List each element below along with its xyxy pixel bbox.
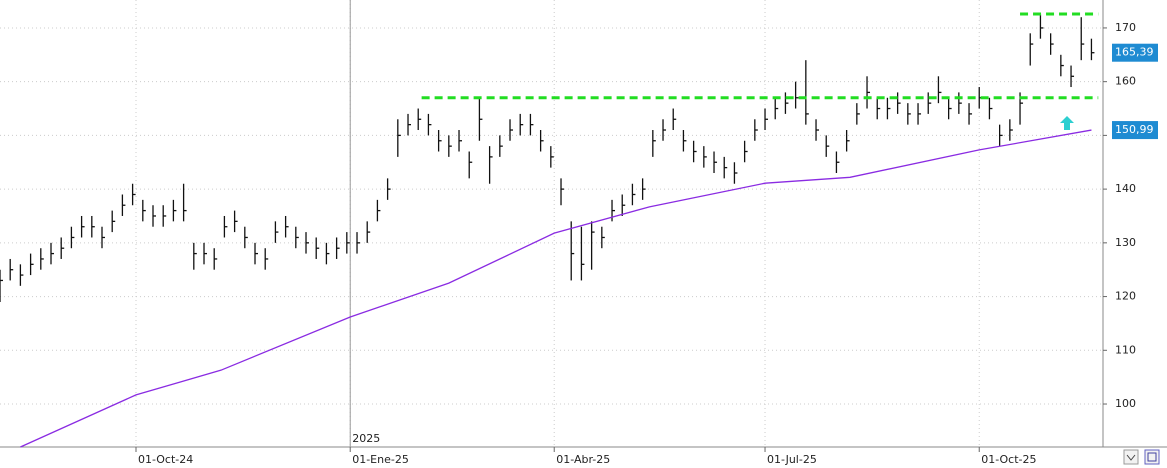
- x-tick-label: 01-Ene-25: [352, 453, 409, 466]
- y-tick-label: 160: [1115, 75, 1136, 88]
- save-button[interactable]: [1144, 449, 1160, 465]
- x-tick-label: 01-Jul-25: [767, 453, 817, 466]
- value-badge: [1112, 121, 1158, 140]
- scroll-icon: [1126, 454, 1136, 461]
- y-tick-label: 120: [1115, 290, 1136, 303]
- save-icon: [1147, 452, 1157, 462]
- value-badge-label: 165,39: [1115, 46, 1154, 59]
- y-tick-label: 170: [1115, 21, 1136, 34]
- value-badge-label: 150,99: [1115, 123, 1154, 136]
- y-tick-label: 140: [1115, 182, 1136, 195]
- x-tick-label: 01-Abr-25: [556, 453, 610, 466]
- scroll-button[interactable]: [1123, 449, 1139, 465]
- y-tick-label: 110: [1115, 343, 1136, 356]
- x-tick-label: 01-Oct-25: [981, 453, 1036, 466]
- up-arrow: [1060, 116, 1074, 130]
- x-tick-label: 01-Oct-24: [138, 453, 193, 466]
- y-tick-label: 100: [1115, 397, 1136, 410]
- value-badge: [1112, 43, 1158, 62]
- moving-average: [20, 129, 1092, 448]
- y-tick-label: 130: [1115, 236, 1136, 249]
- year-label: 2025: [352, 432, 380, 445]
